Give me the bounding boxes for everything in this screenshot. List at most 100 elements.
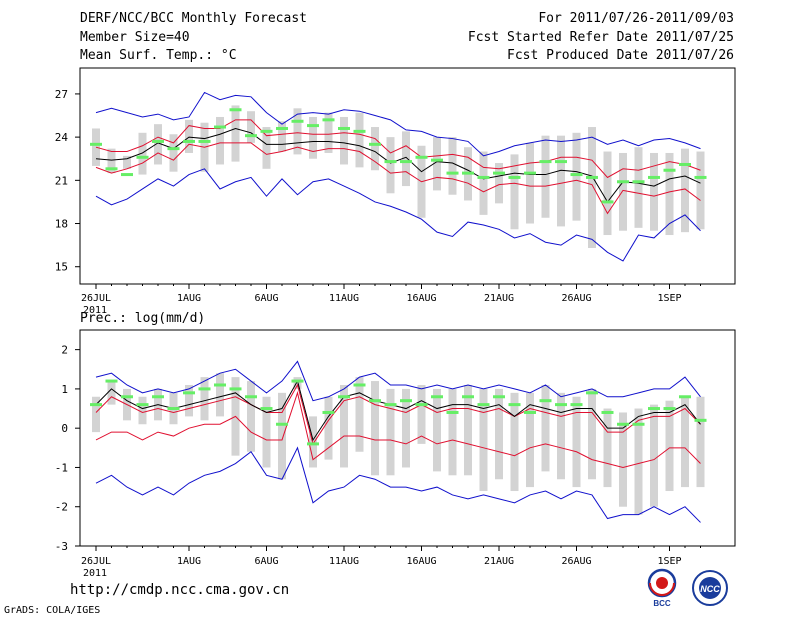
observation-mark xyxy=(446,171,459,175)
ensemble-box xyxy=(340,384,348,468)
x-tick-label: 6AUG xyxy=(254,293,278,304)
observation-mark xyxy=(415,403,428,407)
observation-mark xyxy=(384,403,397,407)
observation-mark xyxy=(632,180,645,184)
ensemble-box xyxy=(231,105,240,162)
ensemble-box xyxy=(557,392,565,480)
observation-mark xyxy=(508,403,521,407)
observation-mark xyxy=(648,175,660,179)
ensemble-box xyxy=(185,384,193,417)
ensemble-box xyxy=(123,155,131,169)
observation-mark xyxy=(431,395,443,399)
ensemble-box xyxy=(185,119,193,153)
ensemble-box xyxy=(216,116,224,165)
x-tick-label: 1AUG xyxy=(177,293,201,304)
y-tick-label: 0 xyxy=(61,422,68,435)
ensemble-box xyxy=(200,377,209,421)
series-max-line xyxy=(95,91,701,157)
ensemble-box xyxy=(262,127,271,169)
observation-mark xyxy=(462,171,474,175)
observation-mark xyxy=(152,395,164,399)
ensemble-box xyxy=(92,396,100,433)
ensemble-box xyxy=(433,388,441,472)
y-tick-label: -3 xyxy=(55,540,68,553)
ensemble-box xyxy=(650,152,658,231)
ensemble-box xyxy=(541,135,550,218)
x-tick-label: 21AUG xyxy=(484,293,514,304)
grads-credit: GrADS: COLA/IGES xyxy=(4,605,101,616)
y-tick-label: 18 xyxy=(55,218,68,231)
observation-mark xyxy=(167,407,180,411)
ensemble-box xyxy=(107,381,116,405)
observation-mark xyxy=(90,142,102,146)
observation-mark xyxy=(493,171,505,175)
observation-mark xyxy=(539,160,552,164)
ensemble-box xyxy=(138,396,147,425)
series-q10-line xyxy=(95,390,701,468)
observation-mark xyxy=(307,442,319,446)
observation-mark xyxy=(121,395,133,399)
observation-mark xyxy=(136,155,149,159)
observation-mark xyxy=(152,139,164,143)
ensemble-box xyxy=(371,381,379,476)
observation-mark xyxy=(477,175,490,179)
ensemble-box xyxy=(247,111,255,143)
ensemble-box xyxy=(696,396,705,488)
ensemble-box xyxy=(324,396,333,460)
ensemble-box xyxy=(324,112,333,153)
ensemble-box xyxy=(588,388,596,480)
observation-mark xyxy=(90,403,102,407)
observation-mark xyxy=(462,395,474,399)
ensemble-box xyxy=(557,135,565,227)
series-q75-line xyxy=(95,119,701,179)
series-min-line xyxy=(95,446,701,523)
ncc-logo: NCC xyxy=(688,568,732,608)
observation-mark xyxy=(446,410,459,414)
ensemble-box xyxy=(603,151,612,236)
panel-1-frame xyxy=(79,67,736,285)
x-tick-label: 1SEP xyxy=(657,556,681,567)
x-tick-label: 6AUG xyxy=(254,556,278,567)
ensemble-box xyxy=(510,392,519,492)
ensemble-box xyxy=(510,154,519,230)
source-url[interactable]: http://cmdp.ncc.cma.gov.cn xyxy=(70,582,290,598)
observation-mark xyxy=(617,180,629,184)
observation-mark xyxy=(679,395,691,399)
ensemble-box xyxy=(262,396,271,468)
member-size: Member Size=40 xyxy=(80,30,190,45)
observation-mark xyxy=(524,410,536,414)
y-tick-label: 2 xyxy=(61,344,68,357)
variable-label: Mean Surf. Temp.: °C xyxy=(80,48,237,63)
observation-mark xyxy=(601,410,614,414)
ensemble-box xyxy=(526,392,534,488)
y-tick-label: 1 xyxy=(61,383,68,396)
ensemble-box xyxy=(572,132,581,221)
ensemble-box xyxy=(650,404,658,507)
ensemble-box xyxy=(479,151,488,215)
ensemble-box xyxy=(464,384,472,476)
ensemble-box xyxy=(681,396,689,488)
ensemble-box xyxy=(495,388,503,480)
bcc-logo-text: BCC xyxy=(653,599,671,608)
observation-mark xyxy=(477,403,490,407)
x-year-label: 2011 xyxy=(83,305,107,316)
x-tick-label: 1AUG xyxy=(177,556,201,567)
ensemble-box xyxy=(634,147,643,228)
observation-mark xyxy=(524,171,536,175)
x-tick-label: 26AUG xyxy=(561,293,591,304)
observation-mark xyxy=(291,379,304,383)
observation-mark xyxy=(245,395,257,399)
observation-mark xyxy=(586,175,598,179)
observation-mark xyxy=(431,158,443,162)
observation-mark xyxy=(694,175,707,179)
ensemble-box xyxy=(619,412,627,507)
ensemble-box xyxy=(665,152,674,236)
observation-mark xyxy=(369,142,381,146)
ensemble-box xyxy=(355,112,364,168)
observation-mark xyxy=(121,173,133,177)
observation-mark xyxy=(555,403,567,407)
observation-mark xyxy=(229,387,242,391)
x-tick-label: 26JUL xyxy=(81,556,111,567)
observation-mark xyxy=(136,403,149,407)
observation-mark xyxy=(679,162,691,166)
